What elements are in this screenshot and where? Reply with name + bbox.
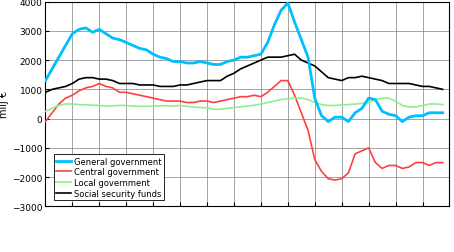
Local government — [110, 105, 115, 108]
Social security funds — [440, 88, 445, 91]
Central government — [171, 100, 176, 103]
Social security funds — [292, 53, 297, 56]
Local government — [43, 110, 48, 113]
General government — [440, 112, 445, 115]
General government — [285, 3, 291, 6]
General government — [178, 61, 183, 64]
Line: Local government: Local government — [45, 99, 443, 112]
Local government — [178, 105, 183, 108]
Local government — [157, 105, 163, 108]
Local government — [440, 104, 445, 107]
Central government — [157, 99, 163, 102]
Line: General government: General government — [45, 4, 443, 122]
Social security funds — [299, 59, 304, 62]
Local government — [144, 105, 149, 108]
Social security funds — [157, 86, 163, 89]
Central government — [144, 96, 149, 99]
Central government — [178, 100, 183, 103]
Local government — [171, 105, 176, 108]
Local government — [299, 97, 304, 100]
General government — [110, 38, 115, 41]
General government — [43, 80, 48, 83]
Central government — [440, 161, 445, 164]
Line: Central government: Central government — [45, 81, 443, 180]
General government — [144, 49, 149, 52]
Central government — [110, 87, 115, 90]
Y-axis label: milj €: milj € — [0, 91, 10, 118]
Social security funds — [171, 86, 176, 89]
Legend: General government, Central government, Local government, Social security funds: General government, Central government, … — [54, 155, 164, 200]
Line: Social security funds: Social security funds — [45, 55, 443, 93]
Social security funds — [178, 84, 183, 87]
General government — [157, 56, 163, 59]
Social security funds — [144, 84, 149, 87]
Central government — [43, 120, 48, 123]
Local government — [292, 97, 297, 100]
Central government — [332, 179, 338, 182]
General government — [299, 39, 304, 42]
Social security funds — [43, 91, 48, 94]
Central government — [299, 112, 304, 115]
Social security funds — [110, 80, 115, 83]
Central government — [278, 80, 284, 83]
General government — [171, 61, 176, 64]
General government — [326, 120, 331, 123]
